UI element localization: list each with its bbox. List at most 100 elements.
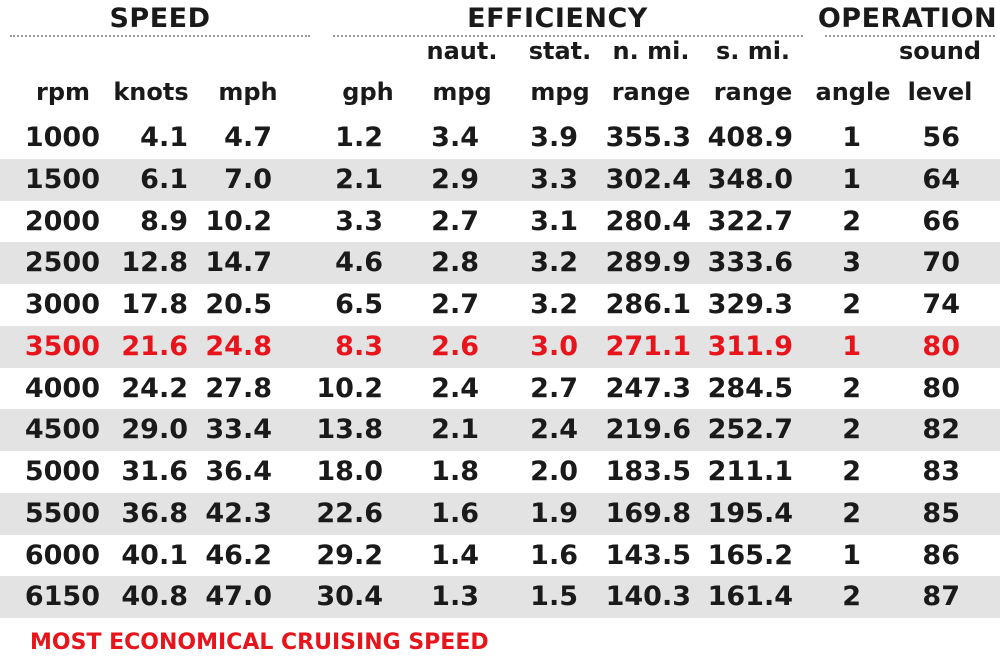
cell-rpm: 6000: [24, 539, 100, 571]
column-header-line1: [188, 36, 308, 66]
table-row: 5000 31.6 36.4 18.0 1.8 2.0 183.5 211.1 2 83: [0, 451, 1000, 493]
cell-smi-range: 408.9: [707, 122, 793, 153]
cell-stat-mpg: 3.9: [530, 122, 578, 153]
cell-nmi-range: 355.3: [605, 122, 691, 153]
cell-sound: 66: [922, 205, 960, 237]
cell-sound: 80: [922, 372, 960, 404]
cell-smi-range: 322.7: [707, 205, 793, 237]
cell-knots: 40.8: [121, 581, 188, 613]
cell-naut-mpg: 2.6: [431, 330, 479, 362]
cell-nmi-range: 302.4: [605, 163, 691, 195]
cell-stat-mpg: 1.6: [530, 539, 578, 571]
cell-gph: 6.5: [335, 289, 383, 320]
cell-angle: 1: [842, 122, 861, 153]
cell-stat-mpg: 2.0: [530, 456, 578, 487]
table-row: 4000 24.2 27.8 10.2 2.4 2.7 247.3 284.5 2 80: [0, 368, 1000, 410]
column-header-line2: mpg: [432, 78, 492, 106]
cell-nmi-range: 289.9: [605, 247, 691, 279]
cell-naut-mpg: 1.6: [431, 497, 479, 529]
cell-angle: 2: [842, 205, 861, 237]
cell-nmi-range: 286.1: [605, 289, 691, 320]
column-header-nmi-range: n. mi. range: [591, 36, 711, 107]
cell-rpm: 6150: [24, 581, 100, 613]
cell-mph: 36.4: [205, 456, 272, 487]
cell-sound: 83: [922, 456, 960, 487]
cell-stat-mpg: 1.5: [530, 581, 578, 613]
cell-smi-range: 161.4: [707, 581, 793, 613]
cell-naut-mpg: 1.8: [431, 456, 479, 487]
column-header-line2: level: [907, 78, 973, 106]
cell-nmi-range: 143.5: [605, 539, 691, 571]
cell-sound: 56: [922, 122, 960, 153]
cell-mph: 24.8: [205, 330, 272, 362]
cell-gph: 8.3: [335, 330, 383, 362]
cell-rpm: 3500: [24, 330, 100, 362]
cell-sound: 85: [922, 497, 960, 529]
cell-naut-mpg: 2.7: [431, 289, 479, 320]
cell-nmi-range: 183.5: [605, 456, 691, 487]
column-header-line1: naut.: [426, 37, 498, 65]
cell-naut-mpg: 2.8: [431, 247, 479, 279]
cell-mph: 27.8: [205, 372, 272, 404]
column-header-angle: angle: [793, 36, 913, 107]
column-header-line2: angle: [815, 78, 891, 106]
column-header-line1: n. mi.: [612, 37, 690, 65]
cell-gph: 2.1: [335, 163, 383, 195]
cell-stat-mpg: 2.4: [530, 414, 578, 446]
cell-knots: 29.0: [121, 414, 188, 446]
group-title-speed: SPEED: [109, 3, 211, 34]
cell-knots: 12.8: [121, 247, 188, 279]
cell-rpm: 5000: [24, 456, 100, 487]
cell-knots: 21.6: [121, 330, 188, 362]
cell-naut-mpg: 1.3: [431, 581, 479, 613]
column-header-line2: rpm: [35, 78, 91, 106]
cell-rpm: 2500: [24, 247, 100, 279]
table-row: 2000 8.9 10.2 3.3 2.7 3.1 280.4 322.7 2 66: [0, 201, 1000, 243]
cell-gph: 3.3: [335, 205, 383, 237]
column-header-line2: range: [713, 78, 793, 106]
column-header-line2: mpg: [530, 78, 590, 106]
cell-stat-mpg: 3.1: [530, 205, 578, 237]
column-header-line2: gph: [342, 78, 394, 106]
cell-knots: 24.2: [121, 372, 188, 404]
cell-knots: 4.1: [140, 122, 188, 153]
cell-gph: 1.2: [335, 122, 383, 153]
legend-most-economical: MOST ECONOMICAL CRUISING SPEED: [30, 630, 489, 655]
cell-rpm: 4500: [24, 414, 100, 446]
group-rule-operation: [825, 35, 995, 37]
cell-smi-range: 252.7: [707, 414, 793, 446]
cell-mph: 42.3: [205, 497, 272, 529]
cell-angle: 2: [842, 372, 861, 404]
cell-smi-range: 333.6: [707, 247, 793, 279]
cell-naut-mpg: 3.4: [431, 122, 479, 153]
cell-angle: 1: [842, 330, 861, 362]
cell-angle: 2: [842, 456, 861, 487]
cell-smi-range: 211.1: [707, 456, 793, 487]
cell-nmi-range: 140.3: [605, 581, 691, 613]
cell-gph: 29.2: [316, 539, 383, 571]
column-header-line2: knots: [113, 78, 189, 106]
table-row: 6150 40.8 47.0 30.4 1.3 1.5 140.3 161.4 2 87: [0, 576, 1000, 618]
cell-stat-mpg: 3.3: [530, 163, 578, 195]
column-header-smi-range: s. mi. range: [693, 36, 813, 107]
column-header-line1: s. mi.: [715, 37, 791, 65]
group-rule-speed: [10, 35, 310, 37]
cell-rpm: 1500: [24, 163, 100, 195]
cell-nmi-range: 280.4: [605, 205, 691, 237]
cell-smi-range: 311.9: [707, 330, 793, 362]
cell-sound: 82: [922, 414, 960, 446]
column-header-knots: knots: [91, 36, 211, 107]
cell-mph: 4.7: [224, 122, 272, 153]
cell-angle: 3: [842, 247, 861, 279]
cell-naut-mpg: 2.1: [431, 414, 479, 446]
cell-nmi-range: 271.1: [605, 330, 691, 362]
cell-angle: 1: [842, 163, 861, 195]
cell-gph: 10.2: [316, 372, 383, 404]
table-row: 1500 6.1 7.0 2.1 2.9 3.3 302.4 348.0 1 64: [0, 158, 1000, 201]
cell-angle: 2: [842, 581, 861, 613]
cell-sound: 86: [922, 539, 960, 571]
cell-naut-mpg: 1.4: [431, 539, 479, 571]
cell-stat-mpg: 2.7: [530, 372, 578, 404]
cell-knots: 40.1: [121, 539, 188, 571]
column-header-sound: sound level: [880, 36, 1000, 107]
